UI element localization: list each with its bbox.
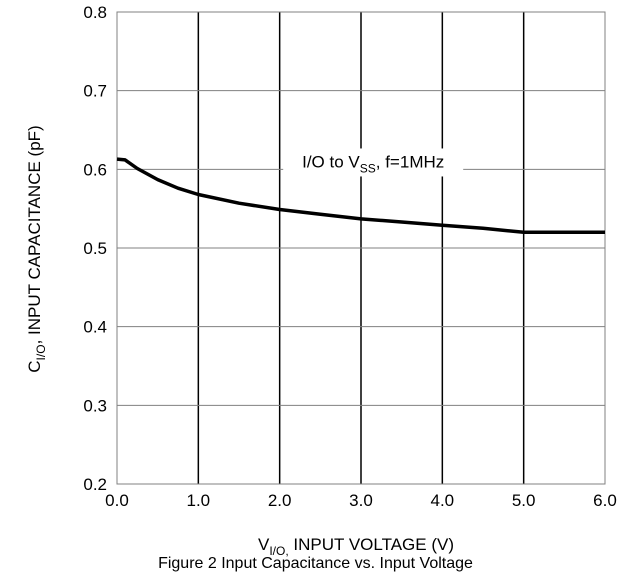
plot-frame [116,11,606,485]
x-axis-title-prefix: V [258,535,270,554]
x-tick-label: 1.0 [187,491,211,510]
annotation-label: I/O to VSS, f=1MHz [302,152,444,175]
y-tick-label: 0.4 [83,318,107,337]
y-axis-title: CI/O, INPUT CAPACITANCE (pF) [25,125,48,372]
x-axis-title-sub: I/O, [269,544,288,558]
series-layer [116,157,605,235]
annotation-prefix: I/O to V [302,152,360,171]
y-tick-label: 0.7 [83,82,107,101]
x-tick-label: 2.0 [268,491,292,510]
x-tick-label: 6.0 [593,491,617,510]
annotation: I/O to VSS, f=1MHz [283,148,464,177]
gridlines [117,12,605,484]
y-tick-label: 0.2 [83,475,107,494]
x-tick-label: 3.0 [349,491,373,510]
series-line [116,157,605,235]
y-tick-label: 0.3 [83,396,107,415]
y-tick-labels: 0.2 0.3 0.4 0.5 0.6 0.7 0.8 [83,3,107,494]
annotation-sub: SS [360,161,376,175]
x-axis-title-suffix: INPUT VOLTAGE (V) [289,535,454,554]
x-tick-label: 5.0 [512,491,536,510]
x-tick-label: 0.0 [105,491,129,510]
plot-border [116,11,606,485]
y-tick-label: 0.5 [83,239,107,258]
y-axis-title-prefix: C [25,360,44,372]
y-tick-label: 0.8 [83,3,107,22]
y-axis-title-sub: I/O [34,344,48,360]
x-tick-labels: 0.0 1.0 2.0 3.0 4.0 5.0 6.0 [105,491,617,510]
y-axis-title-suffix: , INPUT CAPACITANCE (pF) [25,125,44,344]
figure-caption: Figure 2 Input Capacitance vs. Input Vol… [158,555,473,572]
annotation-suffix: , f=1MHz [376,152,445,171]
x-tick-label: 4.0 [431,491,455,510]
annotation-background [283,148,464,177]
x-axis-title: VI/O, INPUT VOLTAGE (V) [258,535,454,558]
y-tick-label: 0.6 [83,160,107,179]
